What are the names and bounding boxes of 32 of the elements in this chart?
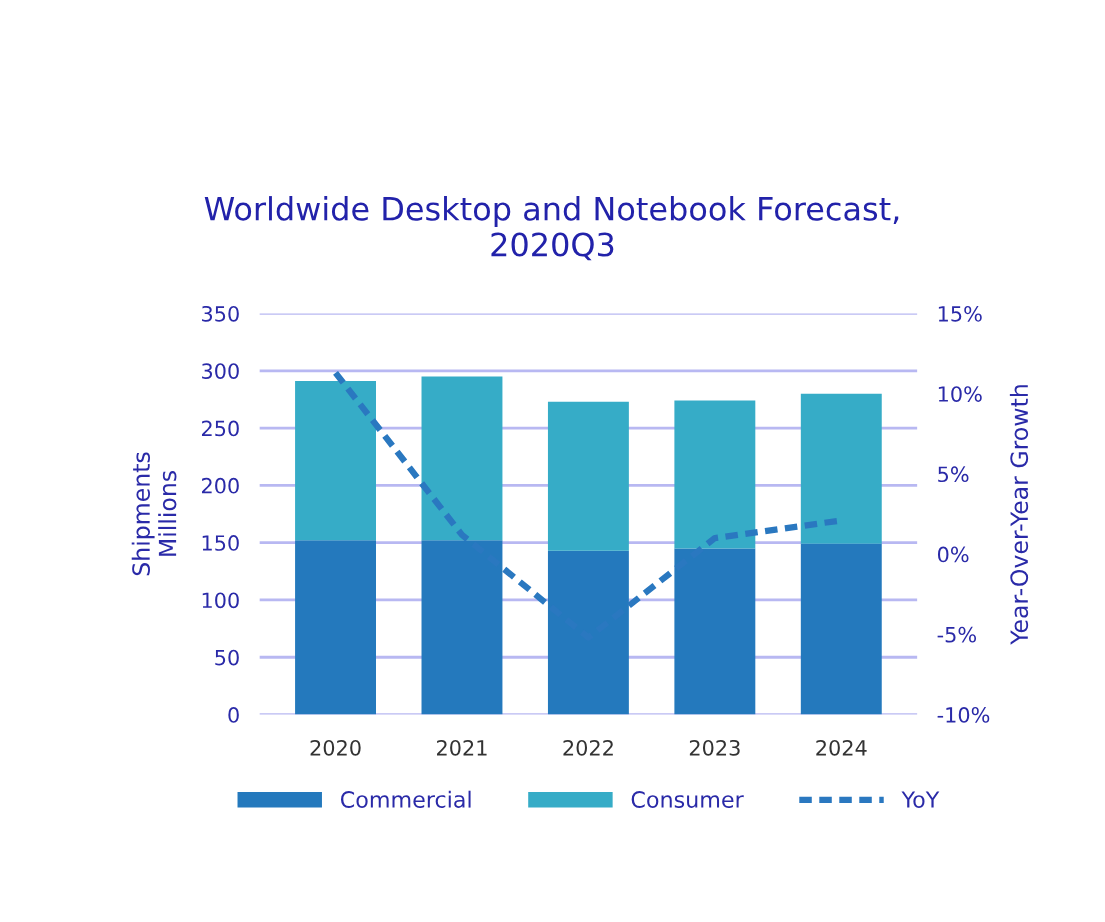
y-tick-label: 300 bbox=[202, 363, 239, 379]
y2-tick-label: -5% bbox=[937, 626, 977, 643]
bar bbox=[800, 543, 882, 715]
y-tick-label: 150 bbox=[202, 535, 239, 551]
y-tick-label: 250 bbox=[201, 420, 239, 437]
y2-tick-label: 5% bbox=[938, 466, 969, 483]
bar bbox=[547, 401, 629, 551]
x-tick-label: 2020 bbox=[310, 739, 361, 756]
y-tick-label: 350 bbox=[202, 305, 239, 322]
y2-axis-title: Year-Over-Year Growth bbox=[1009, 385, 1029, 645]
y2-tick-label: 0% bbox=[937, 546, 969, 563]
legend-label: Commercial bbox=[340, 790, 471, 808]
legend-label: Consumer bbox=[631, 791, 744, 808]
y2-tick-label: -10% bbox=[937, 707, 990, 723]
y-axis-title: Shipments Millions bbox=[131, 452, 177, 576]
bar bbox=[295, 381, 376, 541]
y2-tick-label: 15% bbox=[938, 305, 982, 322]
bar bbox=[674, 400, 756, 549]
chart-title: Worldwide Desktop and Notebook Forecast, 2020Q3 bbox=[204, 196, 899, 261]
x-tick-label: 2023 bbox=[689, 739, 740, 756]
x-tick-label: 2021 bbox=[436, 739, 487, 756]
bar bbox=[295, 540, 376, 715]
y-tick-label: 200 bbox=[201, 477, 239, 494]
bar bbox=[421, 376, 503, 541]
x-tick-label: 2022 bbox=[563, 739, 613, 756]
y-tick-label: 0 bbox=[228, 707, 239, 723]
y2-tick-label: 10% bbox=[938, 386, 982, 402]
bar bbox=[800, 393, 882, 544]
x-tick-label: 2024 bbox=[816, 739, 867, 756]
y-tick-label: 100 bbox=[202, 592, 239, 609]
y-tick-label: 50 bbox=[215, 649, 239, 666]
legend-label: YoY bbox=[901, 791, 940, 808]
